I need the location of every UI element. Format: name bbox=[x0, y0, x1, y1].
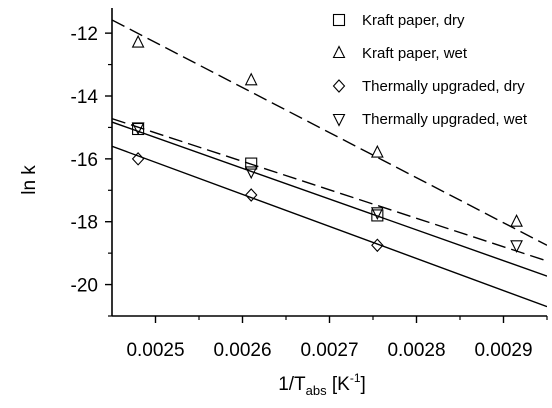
fit-line-series-2 bbox=[112, 145, 547, 308]
legend-marker-2 bbox=[332, 79, 346, 93]
data-point-series-3 bbox=[370, 207, 384, 221]
x-axis-label-unit-close: ] bbox=[361, 374, 366, 395]
data-point-series-2 bbox=[244, 188, 258, 202]
legend-label-2: Thermally upgraded, dry bbox=[362, 78, 525, 95]
fit-line-series-3 bbox=[112, 117, 547, 262]
legend-marker-0 bbox=[332, 13, 346, 27]
legend-label-0: Kraft paper, dry bbox=[362, 12, 465, 29]
data-point-series-3 bbox=[510, 240, 523, 254]
data-point-series-0 bbox=[371, 209, 384, 222]
legend-label-3: Thermally upgraded, wet bbox=[362, 111, 528, 128]
data-point-series-3 bbox=[131, 122, 145, 136]
legend-marker-3 bbox=[332, 113, 346, 127]
ticks-group: -12 -14 -16 -18 -20 0.0025 0.0026 0.0027 0.0028 0… bbox=[71, 24, 548, 361]
legend-label-1: Kraft paper, wet bbox=[362, 45, 468, 62]
data-point-series-0 bbox=[245, 157, 258, 170]
data-point-series-1 bbox=[370, 144, 384, 158]
y-tick-label: -12 bbox=[71, 24, 98, 45]
x-tick-label: 0.0029 bbox=[474, 340, 532, 361]
data-point-series-3 bbox=[244, 166, 258, 180]
y-tick-label: -16 bbox=[71, 150, 98, 171]
x-axis-label-subscript: abs bbox=[306, 383, 327, 398]
data-point-series-1 bbox=[244, 72, 258, 86]
data-point-series-1 bbox=[131, 34, 145, 48]
data-point-series-2 bbox=[131, 152, 145, 166]
x-axis-label: 1/Tabs [K-1] bbox=[278, 371, 366, 398]
fit-line-series-1 bbox=[112, 19, 547, 246]
data-point-series-1 bbox=[510, 213, 523, 227]
x-axis-label-unit-open: [K bbox=[327, 374, 351, 395]
fit-line-series-0 bbox=[112, 121, 547, 277]
x-axis-label-unit-sup: -1 bbox=[350, 371, 361, 385]
x-tick-label: 0.0027 bbox=[300, 340, 358, 361]
y-tick-label: -14 bbox=[71, 87, 99, 108]
data-points-group bbox=[131, 34, 523, 254]
x-tick-label: 0.0025 bbox=[126, 340, 184, 361]
x-tick-label: 0.0028 bbox=[387, 340, 445, 361]
legend-marker-1 bbox=[332, 45, 346, 59]
y-tick-label: -20 bbox=[71, 276, 98, 297]
data-point-series-2 bbox=[371, 238, 384, 253]
fit-lines-group bbox=[112, 19, 547, 308]
y-axis-label: ln k bbox=[19, 165, 40, 195]
y-tick-label: -18 bbox=[71, 213, 98, 234]
legend: Kraft paper, dry Kraft paper, wet Thermall… bbox=[332, 12, 528, 128]
x-tick-label: 0.0026 bbox=[213, 340, 271, 361]
x-axis-label-main: 1/T bbox=[278, 374, 306, 395]
